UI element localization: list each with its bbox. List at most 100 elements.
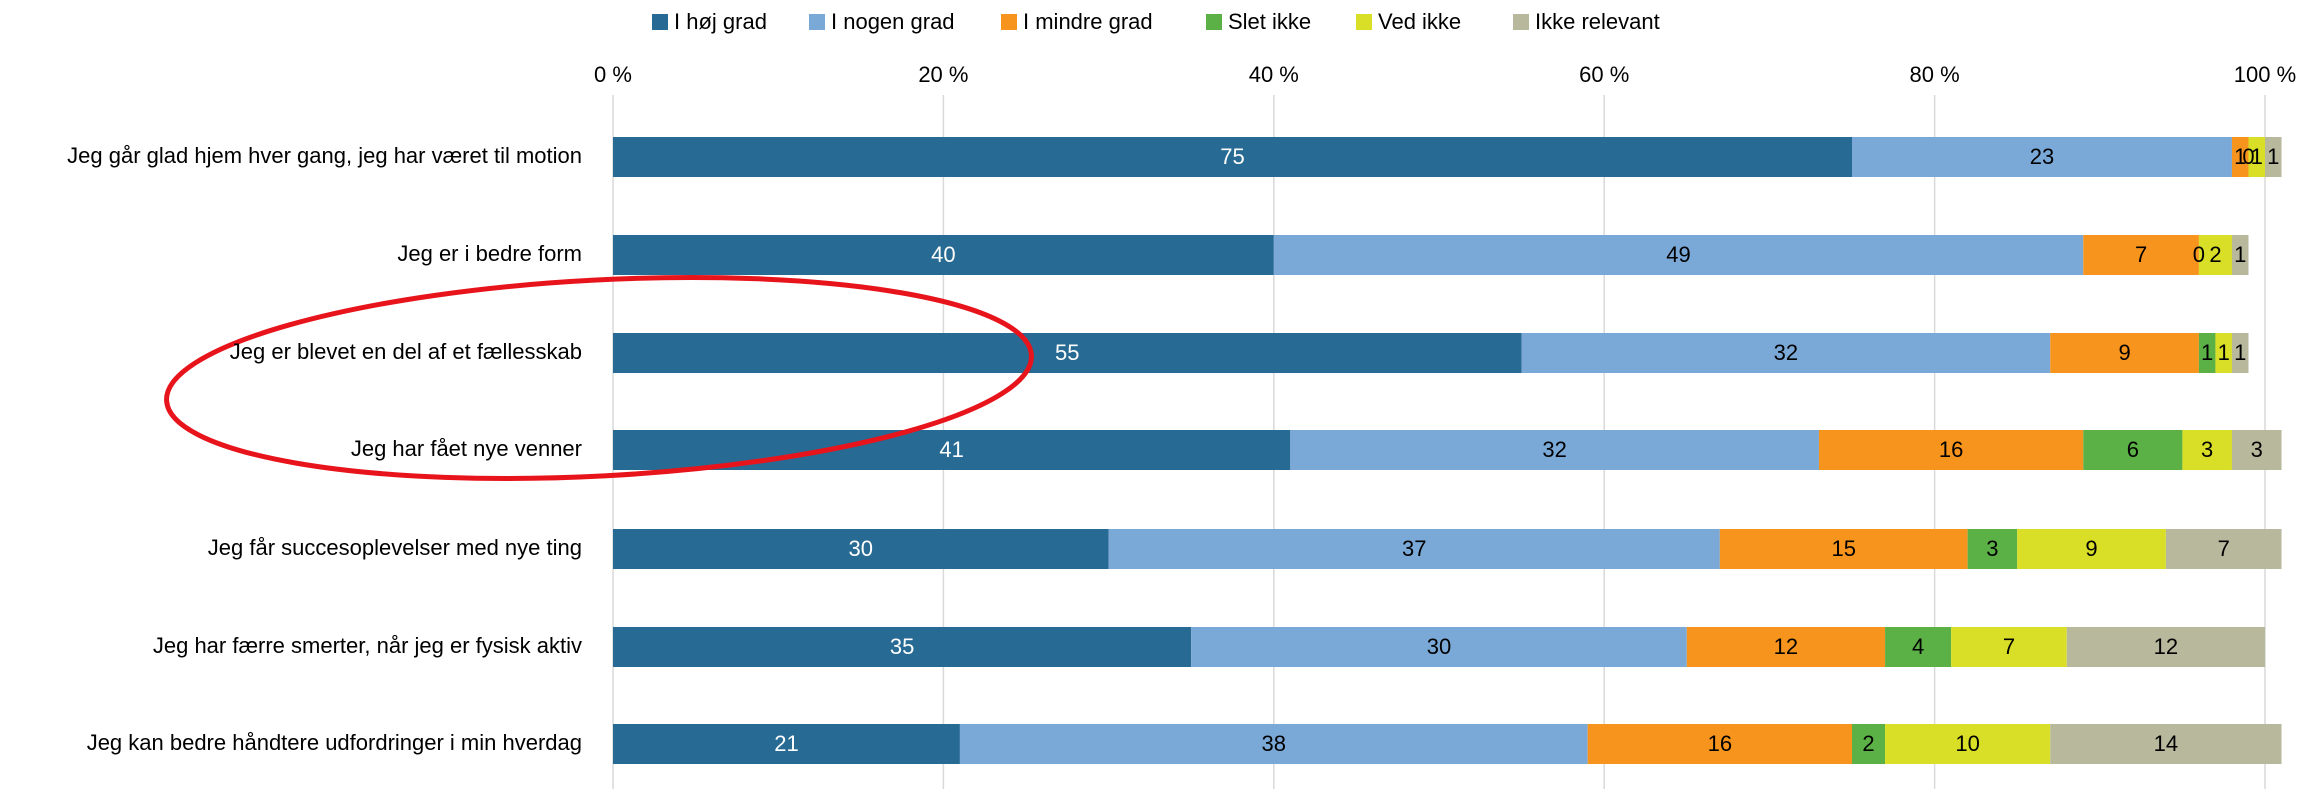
- legend-swatch: [652, 14, 668, 30]
- legend-swatch: [1356, 14, 1372, 30]
- bar-segment: [2231, 137, 2249, 177]
- bar-segment: [1852, 724, 1886, 764]
- data-label: 38: [1262, 731, 1286, 756]
- legend-label: Ved ikke: [1378, 9, 1461, 34]
- data-label: 1: [2218, 340, 2230, 365]
- legend-swatch: [1513, 14, 1529, 30]
- x-tick-label: 20 %: [918, 62, 968, 87]
- data-label: 32: [1542, 437, 1566, 462]
- category-label: Jeg får succesoplevelser med nye ting: [208, 535, 582, 560]
- data-label: 1: [2234, 242, 2246, 267]
- bar-segment: [2231, 235, 2249, 275]
- data-label: 30: [1427, 634, 1451, 659]
- bar-segment: [2050, 724, 2282, 764]
- bar-segment: [2265, 137, 2282, 177]
- bar-segment: [1885, 724, 2051, 764]
- bar-segment: [2066, 627, 2265, 667]
- data-label: 49: [1666, 242, 1690, 267]
- x-tick-label: 100 %: [2234, 62, 2296, 87]
- data-label: 9: [2085, 536, 2097, 561]
- bar-segment: [1587, 724, 1852, 764]
- bar-segment: [2231, 333, 2249, 373]
- category-label: Jeg er i bedre form: [397, 241, 582, 266]
- data-label: 4: [1912, 634, 1924, 659]
- bar-segment: [2198, 333, 2216, 373]
- bar-segment: [1852, 137, 2232, 177]
- data-label: 0: [2242, 144, 2254, 169]
- data-label: 7: [2135, 242, 2147, 267]
- bar-segment: [1885, 627, 1952, 667]
- bar-segment: [1818, 430, 2084, 470]
- bar-segment: [2050, 333, 2199, 373]
- legend-swatch: [1206, 14, 1222, 30]
- bar-segment: [2165, 529, 2282, 569]
- data-label: 1: [2234, 340, 2246, 365]
- bar-segment: [1719, 529, 1968, 569]
- bar-segment: [1686, 627, 1886, 667]
- bar-segment: [613, 724, 960, 764]
- data-label: 9: [2118, 340, 2130, 365]
- data-label: 15: [1831, 536, 1855, 561]
- legend-label: I mindre grad: [1023, 9, 1153, 34]
- bar-segment: [1108, 529, 1720, 569]
- data-label: 12: [1774, 634, 1798, 659]
- data-label: 3: [1986, 536, 1998, 561]
- data-label: 6: [2127, 437, 2139, 462]
- bar-segment: [1967, 529, 2018, 569]
- bar-segment: [1191, 627, 1687, 667]
- data-label: 35: [890, 634, 914, 659]
- legend-swatch: [1001, 14, 1017, 30]
- highlight-ellipse: [164, 275, 1034, 481]
- bar-segment: [1273, 235, 2084, 275]
- x-tick-label: 80 %: [1910, 62, 1960, 87]
- data-label: 7: [2218, 536, 2230, 561]
- legend-label: I nogen grad: [831, 9, 955, 34]
- data-label: 2: [1862, 731, 1874, 756]
- x-tick-label: 40 %: [1249, 62, 1299, 87]
- data-label: 37: [1402, 536, 1426, 561]
- category-label: Jeg er blevet en del af et fællesskab: [230, 339, 582, 364]
- bar-segment: [2017, 529, 2166, 569]
- bar-segment: [1951, 627, 2067, 667]
- bar-segment: [613, 137, 1852, 177]
- data-label: 12: [2154, 634, 2178, 659]
- category-label: Jeg har fået nye venner: [351, 436, 582, 461]
- bar-segment: [613, 627, 1192, 667]
- bar-segment: [2083, 430, 2183, 470]
- legend-label: Ikke relevant: [1535, 9, 1660, 34]
- category-label: Jeg har færre smerter, når jeg er fysisk…: [153, 633, 582, 658]
- data-label: 3: [2201, 437, 2213, 462]
- bar-segment: [613, 529, 1109, 569]
- legend-label: I høj grad: [674, 9, 767, 34]
- data-label: 21: [774, 731, 798, 756]
- data-label: 7: [2003, 634, 2015, 659]
- category-label: Jeg kan bedre håndtere udfordringer i mi…: [87, 730, 582, 755]
- data-label: 16: [1708, 731, 1732, 756]
- x-tick-label: 0 %: [594, 62, 632, 87]
- bar-segment: [2198, 235, 2232, 275]
- data-label: 10: [1955, 731, 1979, 756]
- data-label: 1: [2251, 144, 2263, 169]
- legend-swatch: [809, 14, 825, 30]
- bar-segment: [613, 333, 1522, 373]
- bar-segment: [1290, 430, 1819, 470]
- bar-segment: [2083, 235, 2199, 275]
- bar-segment: [1521, 333, 2051, 373]
- data-label: 0: [2193, 242, 2205, 267]
- data-label: 32: [1774, 340, 1798, 365]
- bar-segment: [613, 235, 1274, 275]
- category-label: Jeg går glad hjem hver gang, jeg har vær…: [67, 143, 582, 168]
- data-label: 3: [2251, 437, 2263, 462]
- data-label: 40: [931, 242, 955, 267]
- data-label: 2: [2209, 242, 2221, 267]
- bar-segment: [959, 724, 1588, 764]
- bar-segment: [2215, 333, 2232, 373]
- data-label: 75: [1220, 144, 1244, 169]
- data-label: 41: [939, 437, 963, 462]
- data-label: 23: [2030, 144, 2054, 169]
- bar-segment: [2182, 430, 2232, 470]
- legend-label: Slet ikke: [1228, 9, 1311, 34]
- data-label: 1: [2267, 144, 2279, 169]
- data-label: 55: [1055, 340, 1079, 365]
